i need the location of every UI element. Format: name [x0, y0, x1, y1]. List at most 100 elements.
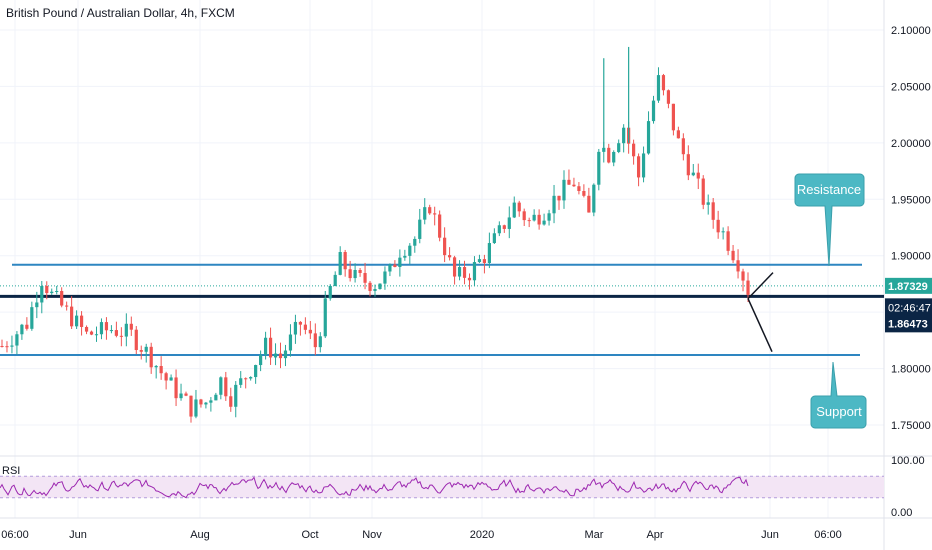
candle-body [303, 324, 307, 330]
candle-body [55, 290, 59, 292]
candle-body [308, 329, 312, 334]
candle-body [184, 393, 188, 396]
candle-body [547, 213, 551, 221]
candle-body [298, 321, 302, 325]
candle-body [388, 264, 392, 272]
time-tick-label: 06:00 [814, 529, 842, 541]
annotations: Resistance Support [747, 173, 867, 429]
countdown-text: 02:46:47 [888, 302, 931, 314]
candle-body [35, 302, 39, 308]
time-axis[interactable]: 06:00 Jun Aug Oct Nov 2020 Mar Apr Jun 06:00 [1, 529, 842, 541]
chart-title: British Pound / Australian Dollar, 4h, F… [6, 6, 235, 20]
time-tick-label: 2020 [470, 529, 494, 541]
candle-body [328, 285, 332, 299]
candle-body [278, 353, 283, 359]
candle-body [234, 384, 238, 407]
candle-body [477, 259, 482, 263]
candle-body [617, 143, 621, 152]
candle-body [602, 147, 606, 152]
price-tick-label: 2.00000 [891, 138, 931, 150]
candle-body [194, 399, 198, 417]
candle-body [65, 305, 69, 307]
candle-body [706, 202, 710, 205]
candle-body [592, 184, 596, 213]
candle-body [716, 219, 720, 233]
candle-body [517, 202, 521, 212]
candle-body [487, 243, 491, 263]
candle-body [214, 394, 218, 401]
candle-body [209, 400, 213, 403]
candle-body [293, 321, 298, 335]
candle-body [572, 184, 576, 187]
current-price-tag [885, 298, 932, 333]
candle-body [562, 179, 566, 201]
candle-body [587, 195, 591, 213]
last-price-text: 1.87329 [888, 281, 928, 293]
candle-body [174, 377, 178, 399]
candle-body [273, 353, 278, 358]
candle-body [393, 264, 397, 267]
candle-body [348, 269, 352, 279]
price-tick-label: 2.05000 [891, 81, 931, 93]
candle-body [263, 337, 268, 355]
candle-body [597, 151, 601, 185]
candle-body [109, 330, 114, 332]
candle-body [413, 238, 417, 246]
candle-body [641, 153, 646, 178]
candle-body [144, 346, 148, 352]
candle-body [353, 270, 357, 279]
rsi-pane: RSI [0, 465, 884, 499]
candle-body [711, 202, 715, 220]
time-tick-label: Mar [585, 529, 604, 541]
support-callout-box [810, 361, 867, 429]
candle-body [104, 322, 109, 331]
candle-body [254, 365, 258, 378]
candle-body [671, 103, 675, 131]
candle-body [428, 207, 432, 214]
candle-body [438, 214, 442, 238]
candle-body [139, 350, 143, 352]
candle-body [686, 154, 690, 176]
support-label: Support [816, 404, 862, 419]
candle-body [45, 285, 49, 294]
candle-body [189, 395, 193, 417]
candle-body [244, 378, 248, 380]
rsi-band [0, 476, 884, 498]
candle-body [84, 326, 89, 332]
candle-body [94, 334, 99, 336]
candle-body [622, 127, 626, 144]
candle-body [577, 186, 581, 191]
candle-body [343, 252, 347, 270]
candle-body [746, 280, 750, 295]
candle-body [373, 288, 377, 291]
time-tick-label: Jun [761, 529, 779, 541]
candle-body [30, 307, 34, 329]
price-tick-label: 1.95000 [891, 194, 931, 206]
candle-body [696, 172, 700, 179]
candle-body [358, 270, 362, 273]
time-tick-label: Nov [362, 529, 382, 541]
candle-body [557, 195, 561, 201]
level-lines [0, 263, 884, 357]
price-axis[interactable]: 2.10000 2.05000 2.00000 1.95000 1.90000 1.800… [885, 25, 932, 519]
time-tick-label: Jun [69, 529, 87, 541]
price-tick-label: 2.10000 [891, 25, 931, 37]
candle-body [159, 366, 163, 374]
resistance-callout-box [794, 173, 865, 267]
candle-body [522, 211, 526, 221]
candle-body [691, 172, 695, 176]
rsi-tick-label: 0.00 [891, 507, 912, 519]
candle-body [378, 283, 382, 289]
candle-body [457, 267, 462, 277]
candle-body [99, 322, 104, 335]
candle-body [25, 324, 29, 329]
projection-up-line [747, 272, 774, 300]
candle-body [50, 291, 54, 294]
candle-body [507, 217, 511, 229]
resistance-label: Resistance [797, 182, 861, 197]
time-tick-label: Apr [646, 529, 663, 541]
time-tick-label: Aug [190, 529, 210, 541]
candle-body [0, 346, 4, 347]
candle-body [179, 393, 183, 399]
